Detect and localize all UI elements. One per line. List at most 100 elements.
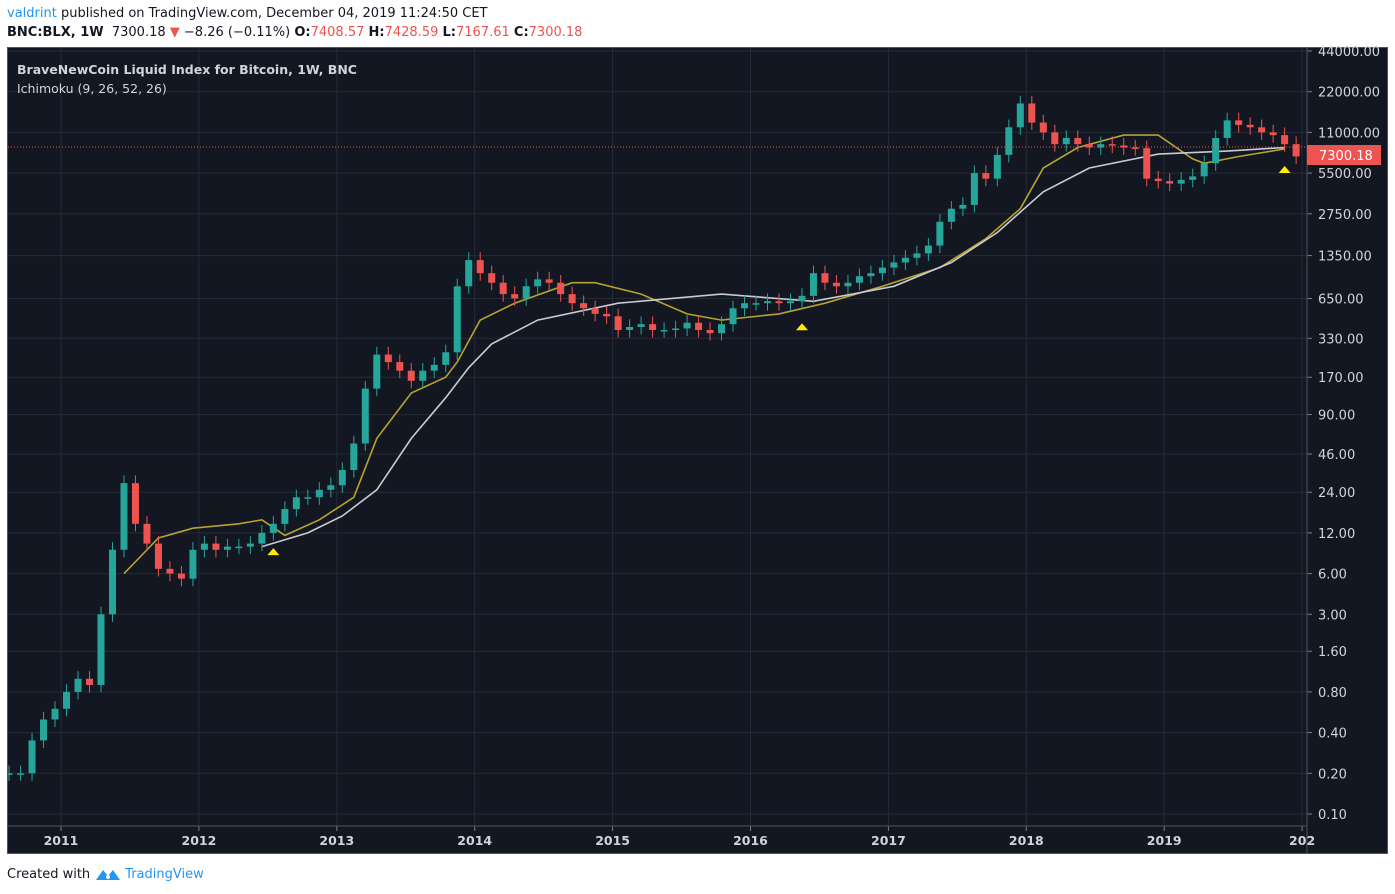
candle-body bbox=[1292, 144, 1300, 157]
candle-body bbox=[878, 267, 886, 274]
candle-body bbox=[373, 354, 381, 389]
y-tick-label: 2750.00 bbox=[1318, 208, 1372, 223]
candle-body bbox=[1154, 178, 1162, 182]
candle-body bbox=[545, 279, 553, 283]
indicator-line bbox=[123, 134, 1285, 575]
candle-body bbox=[1269, 132, 1277, 136]
x-tick-label: 2018 bbox=[1009, 833, 1044, 848]
candle-body bbox=[603, 313, 611, 317]
last-price: 7300.18 bbox=[111, 25, 166, 40]
candle-body bbox=[993, 154, 1001, 179]
y-tick-label: 11000.00 bbox=[1318, 126, 1380, 141]
candle-body bbox=[131, 483, 139, 524]
candle-body bbox=[8, 773, 13, 775]
author-link[interactable]: valdrint bbox=[7, 6, 57, 21]
x-tick-label: 2011 bbox=[44, 833, 79, 848]
candle-body bbox=[1235, 120, 1243, 125]
x-tick-label: 202 bbox=[1289, 833, 1315, 848]
candle-body bbox=[419, 370, 427, 381]
candle-body bbox=[1097, 144, 1105, 148]
x-tick-label: 2013 bbox=[319, 833, 354, 848]
candle-body bbox=[1200, 163, 1208, 177]
candle-body bbox=[970, 173, 978, 205]
y-tick-label: 44000.00 bbox=[1318, 45, 1380, 60]
candle-body bbox=[764, 301, 772, 304]
candle-body bbox=[1051, 132, 1059, 145]
y-tick-label: 0.20 bbox=[1318, 767, 1347, 782]
candle-body bbox=[947, 208, 955, 222]
candle-body bbox=[591, 308, 599, 314]
y-tick-label: 0.40 bbox=[1318, 727, 1347, 742]
plot-area bbox=[8, 95, 1300, 781]
candle-body bbox=[396, 362, 404, 371]
candle-body bbox=[269, 523, 277, 533]
candle-body bbox=[189, 549, 197, 579]
candle-body bbox=[63, 691, 71, 709]
candle-body bbox=[626, 326, 634, 331]
close-value: 7300.18 bbox=[528, 25, 583, 40]
candle-body bbox=[177, 573, 185, 579]
candle-body bbox=[1062, 137, 1070, 145]
candle-body bbox=[488, 273, 496, 283]
candle-body bbox=[855, 276, 863, 283]
legend-indicator[interactable]: Ichimoku (9, 26, 52, 26) bbox=[17, 81, 167, 96]
candle-body bbox=[913, 253, 921, 258]
candle-body bbox=[85, 678, 93, 685]
signal-triangle-marker bbox=[267, 548, 280, 556]
candle-body bbox=[212, 543, 220, 550]
x-tick-label: 2016 bbox=[733, 833, 768, 848]
candle-body bbox=[1131, 147, 1139, 150]
candle-body bbox=[683, 322, 691, 329]
candle-body bbox=[798, 295, 806, 302]
candle-body bbox=[350, 443, 358, 471]
candle-body bbox=[959, 204, 967, 209]
candle-body bbox=[1039, 122, 1047, 133]
candle-body bbox=[901, 257, 909, 263]
y-tick-label: 330.00 bbox=[1318, 332, 1364, 347]
price-change: −8.26 (−0.11%) bbox=[183, 25, 291, 40]
candle-body bbox=[672, 328, 680, 331]
candle-body bbox=[304, 497, 312, 499]
x-tick-label: 2015 bbox=[595, 833, 630, 848]
footer: Created with TradingView bbox=[7, 866, 204, 882]
candle-body bbox=[821, 273, 829, 283]
candle-body bbox=[28, 740, 36, 774]
published-text: published on TradingView.com, December 0… bbox=[60, 6, 488, 21]
candle-body bbox=[74, 678, 82, 692]
candle-body bbox=[453, 286, 461, 353]
candle-body bbox=[292, 497, 300, 510]
x-tick-label: 2017 bbox=[871, 833, 906, 848]
tradingview-link[interactable]: TradingView bbox=[94, 866, 204, 882]
candle-body bbox=[315, 489, 323, 498]
y-tick-label: 5500.00 bbox=[1318, 167, 1372, 182]
candle-body bbox=[1258, 127, 1266, 133]
signal-triangle-marker bbox=[795, 323, 808, 331]
candle-body bbox=[557, 282, 565, 295]
candle-body bbox=[1108, 144, 1116, 146]
candle-body bbox=[936, 221, 944, 246]
candle-body bbox=[844, 282, 852, 287]
y-tick-label: 0.10 bbox=[1318, 808, 1347, 823]
open-value: 7408.57 bbox=[310, 25, 365, 40]
publish-info: valdrint published on TradingView.com, D… bbox=[7, 6, 488, 21]
down-arrow-icon: ▼ bbox=[169, 25, 180, 40]
candle-body bbox=[614, 316, 622, 331]
x-tick-label: 2019 bbox=[1147, 833, 1182, 848]
candle-body bbox=[1005, 127, 1013, 155]
created-with: Created with bbox=[7, 866, 91, 882]
candle-body bbox=[706, 330, 714, 334]
candle-body bbox=[982, 173, 990, 179]
chart-legend: BraveNewCoin Liquid Index for Bitcoin, 1… bbox=[17, 60, 357, 98]
candle-body bbox=[1120, 145, 1128, 148]
x-tick-label: 2012 bbox=[182, 833, 217, 848]
candle-body bbox=[752, 303, 760, 305]
y-tick-label: 12.00 bbox=[1318, 527, 1355, 542]
indicator-line bbox=[261, 146, 1285, 548]
candle-body bbox=[867, 273, 875, 277]
y-tick-label: 1.60 bbox=[1318, 645, 1347, 660]
candle-body bbox=[786, 301, 794, 304]
candle-body bbox=[729, 308, 737, 325]
y-tick-label: 22000.00 bbox=[1318, 86, 1380, 101]
candle-body bbox=[223, 546, 231, 550]
